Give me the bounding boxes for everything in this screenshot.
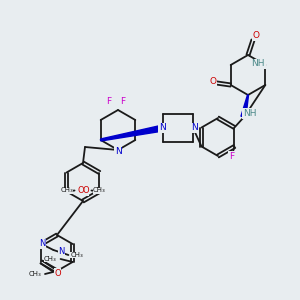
- Text: N: N: [190, 124, 197, 133]
- Polygon shape: [241, 95, 248, 117]
- Text: CH₃: CH₃: [61, 188, 74, 194]
- Text: CH₃: CH₃: [28, 271, 41, 277]
- Text: F: F: [229, 152, 234, 161]
- Text: N: N: [58, 247, 64, 256]
- Text: O: O: [253, 32, 260, 40]
- Text: N: N: [159, 124, 165, 133]
- Text: F: F: [106, 98, 112, 106]
- Text: O: O: [82, 186, 89, 195]
- Text: CH₃: CH₃: [44, 256, 57, 262]
- Text: NH: NH: [243, 109, 256, 118]
- Polygon shape: [100, 125, 164, 141]
- Text: O: O: [209, 77, 216, 86]
- Text: NH: NH: [252, 59, 265, 68]
- Text: CH₃: CH₃: [70, 252, 83, 258]
- Text: N: N: [39, 239, 46, 248]
- Text: CH₃: CH₃: [92, 188, 105, 194]
- Text: F: F: [120, 98, 126, 106]
- Text: N: N: [115, 146, 122, 155]
- Text: O: O: [77, 186, 84, 195]
- Text: O: O: [54, 268, 61, 278]
